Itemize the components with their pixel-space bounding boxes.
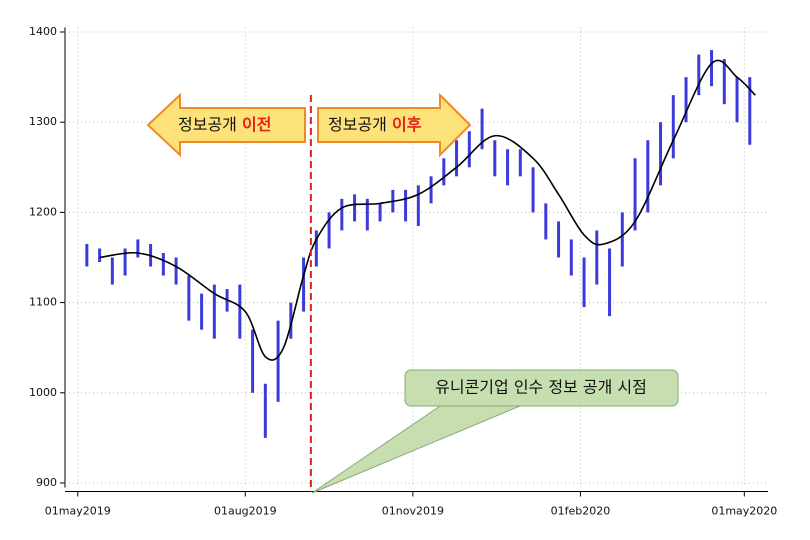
range-bar [506, 149, 510, 186]
range-bar [200, 293, 204, 330]
range-bar [187, 275, 191, 321]
range-bar [378, 203, 382, 222]
after-arrow [317, 92, 472, 158]
callout-text: 유니콘기업 인수 정보 공개 시점 [435, 378, 647, 397]
range-bar [161, 252, 165, 276]
y-tick-label: 1000 [29, 386, 57, 399]
y-tick-label: 1200 [29, 205, 57, 218]
smooth-line [99, 59, 756, 361]
x-tick-label: 01may2020 [711, 505, 777, 518]
range-bar [455, 140, 459, 177]
y-tick-label: 1100 [29, 296, 57, 309]
range-bar [595, 230, 599, 285]
range-bar [251, 329, 255, 393]
range-bar [531, 167, 535, 213]
range-bar [353, 194, 357, 222]
range-bar [697, 54, 701, 96]
range-bar [646, 140, 650, 213]
before-em: 이전 [242, 115, 271, 134]
range-bar [582, 257, 586, 308]
range-bar [314, 230, 318, 267]
range-bar [174, 257, 178, 285]
range-bar [735, 77, 739, 123]
x-tick-label: 01nov2019 [382, 505, 444, 518]
range-bar [671, 95, 675, 159]
range-bar [365, 198, 369, 231]
before-label: 정보공개 이전 [178, 115, 271, 134]
range-bar [493, 140, 497, 177]
callout-pointer [311, 405, 521, 494]
range-bar [404, 189, 408, 222]
range-bar [659, 122, 663, 186]
range-bar [557, 221, 561, 258]
range-bar [238, 284, 242, 339]
range-bar [748, 77, 752, 145]
y-tick-label: 900 [36, 476, 57, 489]
after-label: 정보공개 이후 [328, 115, 422, 134]
after-text: 정보공개 [328, 115, 387, 134]
range-bar [518, 149, 522, 177]
range-bar [276, 320, 280, 402]
range-bar [289, 302, 293, 339]
range-bar [340, 198, 344, 231]
range-bar [544, 203, 548, 240]
range-bar [123, 248, 127, 276]
x-tick-label: 01feb2020 [551, 505, 611, 518]
range-bar [85, 243, 89, 267]
range-bar [416, 185, 420, 226]
range-bar [98, 248, 102, 263]
range-bar [633, 158, 637, 231]
range-bar [710, 50, 714, 87]
range-bar [327, 212, 331, 249]
range-bar [429, 176, 433, 204]
callout-box [404, 369, 679, 407]
y-tick-label: 1300 [29, 115, 57, 128]
before-text: 정보공개 [178, 115, 237, 134]
range-bar [110, 257, 114, 285]
range-bar [569, 239, 573, 276]
range-bar [136, 239, 140, 258]
range-bar [467, 131, 471, 168]
y-tick-label: 1400 [29, 25, 57, 38]
x-tick-label: 01aug2019 [214, 505, 277, 518]
range-bar [608, 248, 612, 317]
after-em: 이후 [392, 115, 422, 134]
range-bar [722, 59, 726, 105]
x-tick-label: 01may2019 [45, 505, 111, 518]
range-bar [442, 158, 446, 186]
range-bar [620, 212, 624, 267]
range-bar [212, 284, 216, 339]
before-arrow [146, 92, 306, 158]
range-bar [684, 77, 688, 123]
range-bar [263, 383, 267, 438]
range-bar [302, 257, 306, 312]
range-bar [480, 108, 484, 150]
